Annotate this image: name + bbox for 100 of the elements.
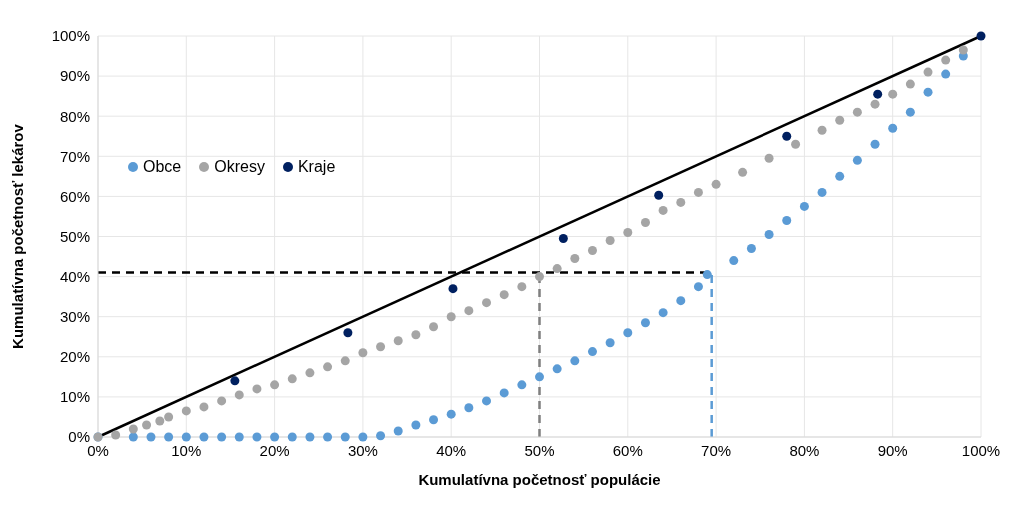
legend-label: Obce [142, 158, 182, 176]
y-tick-label: 0% [68, 428, 90, 446]
point [764, 153, 774, 163]
point [791, 139, 801, 149]
point [199, 402, 209, 412]
x-tick-label: 80% [789, 441, 820, 459]
point [464, 306, 474, 316]
point [252, 432, 262, 442]
point [835, 115, 845, 125]
point [393, 426, 403, 436]
point [976, 31, 986, 41]
y-tick-label: 60% [59, 187, 90, 205]
point [552, 264, 562, 274]
point [217, 432, 227, 442]
point [958, 45, 968, 55]
point [870, 99, 880, 109]
point [270, 432, 280, 442]
point [905, 107, 915, 117]
point [429, 322, 439, 332]
x-tick-label: 50% [524, 441, 555, 459]
x-tick-label: 30% [347, 441, 378, 459]
point [570, 254, 580, 264]
point [446, 312, 456, 322]
y-tick-label: 80% [59, 107, 90, 125]
point [128, 424, 138, 434]
x-tick-label: 40% [436, 441, 467, 459]
point [217, 396, 227, 406]
point [411, 330, 421, 340]
point [155, 416, 165, 426]
x-tick-label: 70% [701, 441, 732, 459]
point [676, 296, 686, 306]
point [623, 328, 633, 338]
point [252, 384, 262, 394]
point [234, 390, 244, 400]
point [181, 406, 191, 416]
point [941, 69, 951, 79]
point [587, 347, 597, 357]
point [517, 380, 527, 390]
point [587, 246, 597, 256]
point [711, 179, 721, 189]
point [640, 318, 650, 328]
point [852, 155, 862, 165]
y-tick-label: 20% [59, 348, 90, 366]
point [535, 272, 544, 282]
y-tick-label: 50% [59, 227, 90, 245]
point [499, 290, 509, 300]
point [870, 139, 880, 149]
point [746, 244, 756, 254]
point [623, 227, 633, 237]
point [888, 89, 898, 99]
point [923, 67, 933, 77]
point [393, 336, 403, 346]
x-tick-label: 10% [171, 441, 202, 459]
point [287, 432, 297, 442]
point [852, 107, 862, 117]
point [729, 256, 739, 266]
point [676, 197, 686, 207]
point [835, 171, 845, 181]
legend-label: Kraje [296, 158, 336, 176]
point [323, 362, 333, 372]
point [905, 79, 915, 89]
point [287, 374, 297, 384]
point [305, 368, 315, 378]
y-tick-label: 10% [59, 388, 90, 406]
point [146, 432, 156, 442]
point [199, 432, 209, 442]
x-tick-label: 90% [877, 441, 908, 459]
y-axis-title: Kumulatívna početnosť lekárov [9, 123, 27, 349]
point [142, 420, 152, 430]
point [552, 364, 562, 374]
point [181, 432, 191, 442]
point [111, 430, 121, 440]
x-tick-label: 100% [961, 441, 1001, 459]
point [164, 412, 174, 422]
point [164, 432, 174, 442]
point [340, 432, 350, 442]
point [923, 87, 933, 97]
point [702, 270, 712, 280]
point [376, 431, 386, 441]
point [640, 217, 650, 227]
point [429, 415, 439, 425]
point [817, 187, 827, 197]
point [658, 308, 668, 318]
point [128, 432, 138, 442]
point [464, 403, 474, 413]
y-tick-label: 70% [59, 147, 90, 165]
point [888, 123, 898, 133]
point [873, 89, 883, 99]
y-tick-label: 90% [59, 67, 90, 85]
point [446, 409, 456, 419]
point [605, 338, 615, 348]
point [234, 432, 244, 442]
point [448, 284, 458, 294]
point [343, 328, 353, 338]
point [376, 342, 386, 352]
x-tick-label: 60% [612, 441, 643, 459]
point [817, 125, 827, 135]
point [535, 372, 544, 382]
y-tick-label: 30% [59, 308, 90, 326]
point [941, 55, 951, 65]
